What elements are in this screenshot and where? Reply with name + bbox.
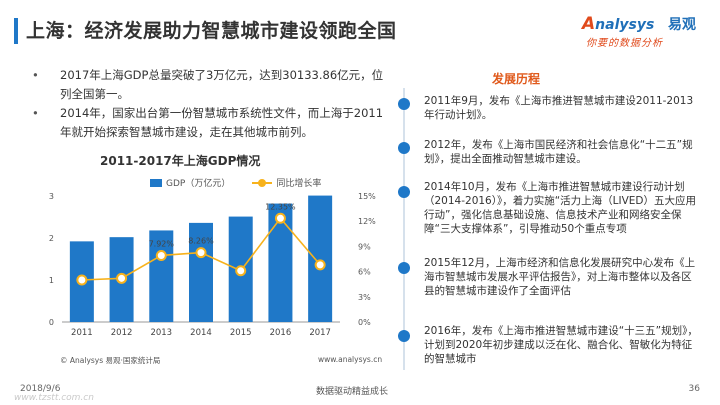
logo-english-rest: nalysys	[595, 17, 655, 33]
timeline-dot	[398, 98, 410, 110]
timeline-title: 发展历程	[492, 72, 541, 86]
growth-rate-label: 8.26%	[188, 237, 214, 246]
y-left-tick-label: 3	[49, 192, 54, 201]
legend-label-growth: 同比增长率	[276, 179, 322, 189]
page-title: 上海：经济发展助力智慧城市建设领跑全国	[26, 20, 397, 42]
timeline-dot	[398, 186, 410, 198]
growth-rate-point	[155, 249, 167, 261]
footer-watermark-url: www.tzstt.com.cn	[14, 393, 94, 403]
growth-rate-point	[274, 212, 286, 224]
y-right-tick-label: 0%	[358, 318, 371, 327]
chart-source-url: www.analysys.cn	[318, 355, 383, 364]
analysys-logo: Analysys 易观 你要的数据分析	[582, 14, 702, 50]
legend-line-swatch	[252, 178, 273, 187]
timeline-axis	[403, 88, 405, 370]
y-right-tick-label: 3%	[358, 293, 371, 302]
y-right-tick-label: 9%	[358, 242, 371, 251]
y-right-tick-label: 12%	[358, 217, 376, 226]
logo-chinese: 易观	[668, 17, 696, 33]
timeline-dot	[398, 330, 410, 342]
x-tick-label: 2017	[309, 328, 331, 338]
y-right-tick-label: 6%	[358, 268, 371, 277]
growth-rate-label: 12.35%	[265, 202, 296, 211]
title-accent-bar	[14, 18, 18, 44]
chart-source: © Analysys 易观·国家统计局	[60, 356, 161, 365]
growth-rate-point	[314, 259, 326, 271]
growth-rate-point	[195, 247, 207, 259]
logo-english: Analysys	[582, 14, 654, 34]
y-left-tick-label: 1	[49, 276, 54, 285]
growth-rate-point	[116, 272, 128, 284]
legend-bar-swatch	[150, 178, 162, 187]
footer-slogan: 数据驱动精益成长	[316, 387, 389, 397]
timeline-dot	[398, 262, 410, 274]
growth-rate-label: 7.92%	[149, 239, 175, 248]
gdp-bar	[149, 230, 174, 322]
timeline-dot	[398, 142, 410, 154]
timeline-item-2014: 2014年10月，发布《上海市推进智慧城市建设行动计划（2014-2016）》，…	[424, 181, 697, 235]
chart-legend: GDP（万亿元） 同比增长率	[150, 176, 321, 189]
bullet-item: 2017年上海GDP总量突破了3万亿元，达到30133.86亿元，位列全国第一。	[32, 66, 387, 104]
timeline-item-2011: 2011年9月，发布《上海市推进智慧城市建设2011-2013年行动计划》。	[424, 95, 694, 121]
x-tick-label: 2015	[230, 328, 252, 338]
growth-rate-point	[235, 265, 247, 277]
growth-rate-point	[76, 274, 88, 286]
gdp-bar	[308, 195, 333, 322]
x-tick-label: 2011	[71, 328, 93, 338]
x-tick-label: 2012	[111, 328, 133, 338]
logo-letter-a: A	[582, 14, 596, 34]
timeline-item-2012: 2012年，发布《上海市国民经济和社会信息化“十二五”规划》，提出全面推动智慧城…	[424, 139, 693, 165]
bullet-item: 2014年，国家出台第一份智慧城市系统性文件，而上海于2011年就开始探索智慧城…	[32, 104, 387, 142]
x-tick-label: 2013	[150, 328, 172, 338]
timeline-item-2015: 2015年12月，上海市经济和信息化发展研究中心发布《上海市智慧城市发展水平评估…	[424, 257, 696, 297]
summary-bullets: 2017年上海GDP总量突破了3万亿元，达到30133.86亿元，位列全国第一。…	[32, 66, 387, 142]
y-left-tick-label: 0	[49, 318, 54, 327]
x-tick-label: 2014	[190, 328, 212, 338]
footer-date: 2018/9/6	[20, 384, 61, 394]
logo-slogan: 你要的数据分析	[586, 38, 663, 49]
y-right-tick-label: 15%	[358, 192, 376, 201]
legend-label-gdp: GDP（万亿元）	[166, 179, 231, 189]
x-tick-label: 2016	[270, 328, 292, 338]
y-left-tick-label: 2	[49, 234, 54, 243]
timeline-item-2016: 2016年，发布《上海市推进智慧城市建设“十三五”规划》，计划到2020年初步建…	[424, 325, 698, 365]
gdp-bar	[189, 222, 213, 322]
page-number: 36	[688, 384, 700, 394]
chart-title: 2011-2017年上海GDP情况	[100, 154, 261, 168]
